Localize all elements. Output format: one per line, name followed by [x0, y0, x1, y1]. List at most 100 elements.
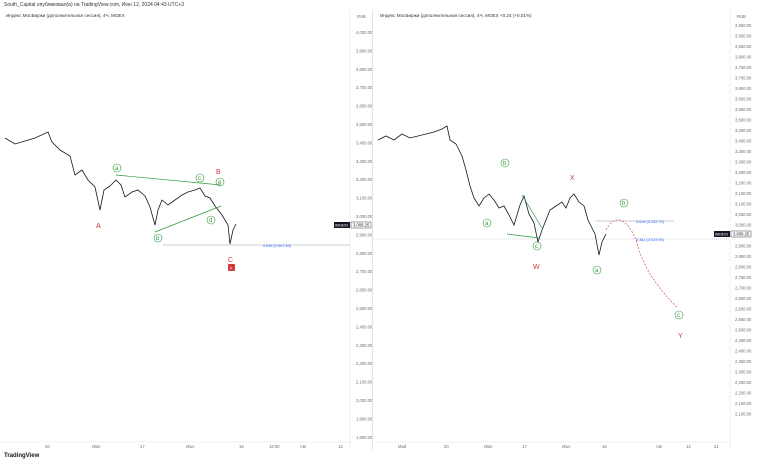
right-y-tick: 2,250.00: [735, 380, 752, 385]
price-series-left: [4, 131, 237, 245]
left-y-tick: 2,100.00: [356, 380, 372, 385]
wave-circle-e: e: [215, 177, 225, 187]
right-x-tick: Июл: [562, 444, 571, 449]
left-x-tick: 12: [338, 444, 343, 449]
right-y-tick: 2,700.00: [735, 286, 752, 291]
triangle-upper-line[interactable]: [115, 174, 222, 186]
price-value-left: [350, 221, 372, 229]
chart-canvas-right[interactable]: RUB 3,950.00 3,900.00 3,850.00 3,800.00 3,75…: [374, 10, 758, 450]
right-y-tick: 3,800.00: [735, 55, 752, 60]
right-y-tick: 3,000.00: [735, 223, 752, 228]
price-value-right: [730, 230, 752, 238]
price-tag-right-text: IMOEX2: [715, 233, 728, 237]
wave-circle-c1: c: [532, 241, 542, 251]
fib-label-382: 0.382 (3,029.95): [636, 238, 665, 242]
right-y-tick: 2,750.00: [735, 275, 752, 280]
chart-pane-right[interactable]: Индекс МосБиржи (дополнительная сессия),…: [374, 10, 758, 450]
wave-label-A: A: [96, 223, 101, 230]
left-y-tick: 3,000.00: [356, 214, 372, 219]
left-y-tick: 2,900.00: [356, 232, 372, 237]
right-y-tick: 3,750.00: [735, 65, 752, 70]
alert-badge[interactable]: [228, 264, 235, 271]
right-x-tick: Авг: [656, 444, 663, 449]
right-x-tick: 20: [444, 444, 449, 449]
left-x-tick: Авг: [300, 444, 307, 449]
svg-text:d: d: [209, 218, 212, 224]
right-y-tick: 2,500.00: [735, 328, 752, 333]
right-y-tick: 3,850.00: [735, 44, 752, 49]
svg-text:a: a: [595, 268, 599, 274]
right-x-tick: 17: [522, 444, 527, 449]
wave-circle-a1: a: [482, 218, 492, 228]
right-x-tick: Июн: [484, 444, 493, 449]
right-y-tick: 2,600.00: [735, 307, 752, 312]
wave-label-B: B: [216, 169, 221, 176]
price-value-left-text: 3,009.25: [353, 223, 370, 228]
chart-pane-left[interactable]: Индекс МосБиржи (дополнительная сессия),…: [0, 10, 373, 450]
wave-label-X: X: [570, 175, 575, 182]
price-tag-left: [334, 222, 350, 228]
right-y-tick: 2,350.00: [735, 359, 752, 364]
projection-path[interactable]: [605, 219, 678, 308]
left-y-tick: 3,300.00: [356, 159, 372, 164]
left-y-tick: 2,800.00: [356, 251, 372, 256]
left-y-tick: 1,800.00: [356, 435, 372, 440]
right-y-tick: 2,800.00: [735, 265, 752, 270]
wave-circle-a2: a: [592, 265, 602, 275]
wave-circle-c: c: [195, 173, 205, 183]
right-x-tick: Май: [398, 444, 407, 449]
left-x-tick: 15:00: [269, 444, 280, 449]
left-y-tick: 3,600.00: [356, 104, 372, 109]
left-y-tick: 2,600.00: [356, 288, 372, 293]
wave-label-W: W: [533, 264, 540, 271]
right-x-tick: 15: [602, 444, 607, 449]
right-y-tick: 2,550.00: [735, 317, 752, 322]
left-x-tick: 20: [45, 444, 50, 449]
price-axis-left[interactable]: 4,000.00 3,900.00 3,800.00 3,700.00 3,600.00…: [356, 30, 372, 440]
right-y-tick: 3,200.00: [735, 181, 752, 186]
left-y-tick: 2,200.00: [356, 361, 372, 366]
time-axis-left[interactable]: 20 Июн 17 Июл 15 15:00 Авг 12: [45, 444, 343, 449]
price-tag-right: [714, 231, 730, 237]
publish-header: South_Capital опубликовал(а) на TradingV…: [4, 2, 185, 8]
left-y-tick: 3,100.00: [356, 196, 372, 201]
wave-label-Y: Y: [678, 333, 683, 340]
left-y-tick: 3,400.00: [356, 140, 372, 145]
svg-text:b: b: [503, 161, 507, 167]
chart-canvas-left[interactable]: RUB 4,000.00 3,900.00 3,800.00 3,700.00 3,60…: [0, 10, 372, 450]
right-y-tick: 2,850.00: [735, 254, 752, 259]
svg-text:b: b: [156, 236, 160, 242]
left-y-tick: 2,400.00: [356, 324, 372, 329]
right-y-tick: 3,100.00: [735, 202, 752, 207]
time-axis-right[interactable]: Май 20 Июн 17 Июл 15 Авг 12 21: [398, 444, 719, 449]
alert-badge-label: A: [230, 266, 233, 271]
right-y-tick: 2,400.00: [735, 349, 752, 354]
fib-label-left: 0.618 (2,907.46): [263, 244, 292, 248]
w-wave-line-2[interactable]: [521, 194, 543, 229]
right-y-tick: 2,100.00: [735, 412, 752, 417]
svg-text:c: c: [198, 176, 201, 182]
left-y-tick: 3,500.00: [356, 122, 372, 127]
wave-circle-d: d: [206, 215, 216, 225]
right-y-tick: 3,950.00: [735, 23, 752, 28]
right-x-tick: 12: [686, 444, 691, 449]
price-axis-right[interactable]: 3,950.00 3,900.00 3,850.00 3,800.00 3,750.00…: [735, 23, 752, 417]
right-y-tick: 3,400.00: [735, 139, 752, 144]
fib-label-618: 0.618 (3,132.74): [636, 220, 665, 224]
left-y-tick: 2,000.00: [356, 398, 372, 403]
right-y-tick: 3,050.00: [735, 212, 752, 217]
tradingview-logo[interactable]: TradingView: [4, 453, 40, 459]
right-y-tick: 2,900.00: [735, 244, 752, 249]
left-x-tick: Июн: [92, 444, 101, 449]
svg-text:b: b: [622, 201, 626, 207]
right-y-tick: 3,550.00: [735, 107, 752, 112]
triangle-lower-line[interactable]: [154, 205, 222, 233]
right-y-tick: 3,350.00: [735, 149, 752, 154]
w-wave-line[interactable]: [506, 233, 540, 239]
svg-text:a: a: [115, 166, 119, 172]
currency-label-right: RUB: [737, 14, 746, 19]
wave-circle-b1: b: [500, 158, 510, 168]
right-y-tick: 2,200.00: [735, 391, 752, 396]
right-y-tick: 2,300.00: [735, 370, 752, 375]
currency-label-left: RUB: [357, 14, 366, 19]
